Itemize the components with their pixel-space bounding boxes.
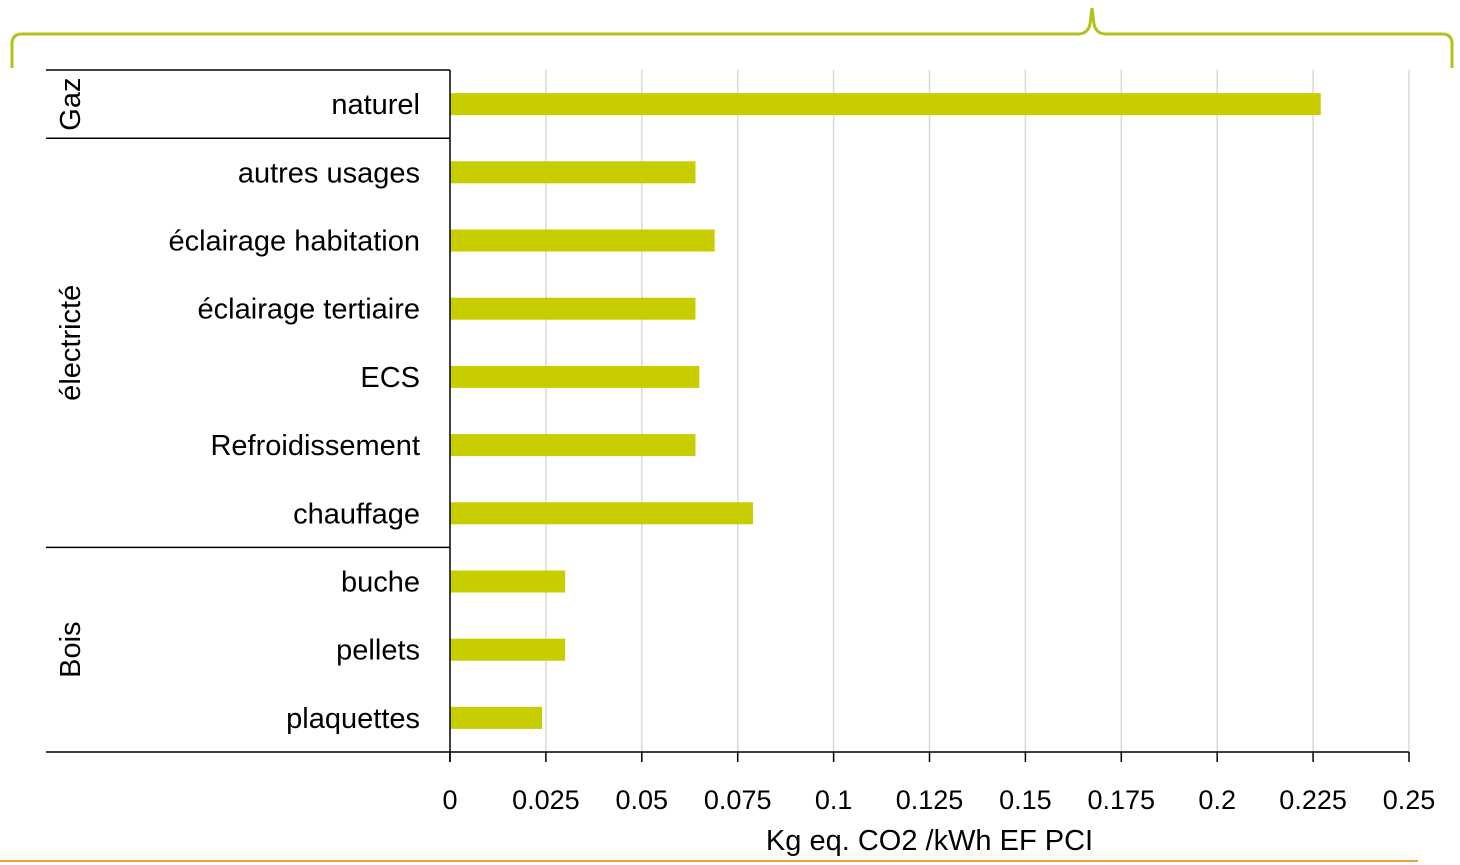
category-label: éclairage tertiaire bbox=[198, 294, 420, 326]
x-tick-label: 0.025 bbox=[512, 785, 580, 815]
category-labels: naturel autres usages éclairage habitation… bbox=[168, 89, 420, 735]
bar-3 bbox=[450, 297, 696, 320]
bar-9 bbox=[450, 706, 543, 729]
category-label: autres usages bbox=[238, 157, 420, 189]
x-tick-label: 0.2 bbox=[1198, 785, 1236, 815]
bar-6 bbox=[450, 502, 754, 525]
group-label: Gaz bbox=[55, 78, 87, 131]
top-brace bbox=[10, 7, 1454, 68]
bars bbox=[450, 93, 1321, 729]
category-label: ECS bbox=[360, 362, 420, 394]
x-tick-labels: 0 0.025 0.05 0.075 0.1 0.125 0.15 0.175 0.2 0.225… bbox=[442, 752, 1435, 815]
x-tick-label: 0.225 bbox=[1279, 785, 1347, 815]
x-tick-label: 0.25 bbox=[1383, 785, 1436, 815]
x-axis-title: Kg eq. CO2 /kWh EF PCI bbox=[766, 825, 1093, 857]
bar-4 bbox=[450, 365, 700, 388]
bar-7 bbox=[450, 570, 566, 593]
category-label: Refroidissement bbox=[210, 430, 420, 462]
x-tick-label: 0.125 bbox=[896, 785, 964, 815]
x-tick-label: 0.175 bbox=[1088, 785, 1156, 815]
chart-decoration bbox=[0, 7, 1454, 862]
category-label: buche bbox=[341, 567, 420, 599]
bar-2 bbox=[450, 229, 715, 252]
bar-1 bbox=[450, 161, 696, 184]
gridlines bbox=[545, 70, 1410, 752]
x-tick-label: 0.075 bbox=[704, 785, 772, 815]
x-tick-label: 0.1 bbox=[815, 785, 853, 815]
category-label: chauffage bbox=[293, 498, 420, 530]
category-label: naturel bbox=[331, 89, 420, 121]
bar-0 bbox=[450, 93, 1321, 116]
bar-8 bbox=[450, 638, 566, 661]
x-tick-label: 0 bbox=[442, 785, 457, 815]
bar-5 bbox=[450, 434, 696, 457]
group-label: Bois bbox=[55, 621, 87, 677]
category-label: pellets bbox=[336, 635, 420, 667]
group-label: électricté bbox=[55, 285, 87, 401]
category-label: plaquettes bbox=[286, 703, 420, 735]
x-tick-label: 0.05 bbox=[616, 785, 669, 815]
x-tick-label: 0.15 bbox=[999, 785, 1052, 815]
category-label: éclairage habitation bbox=[168, 226, 420, 258]
